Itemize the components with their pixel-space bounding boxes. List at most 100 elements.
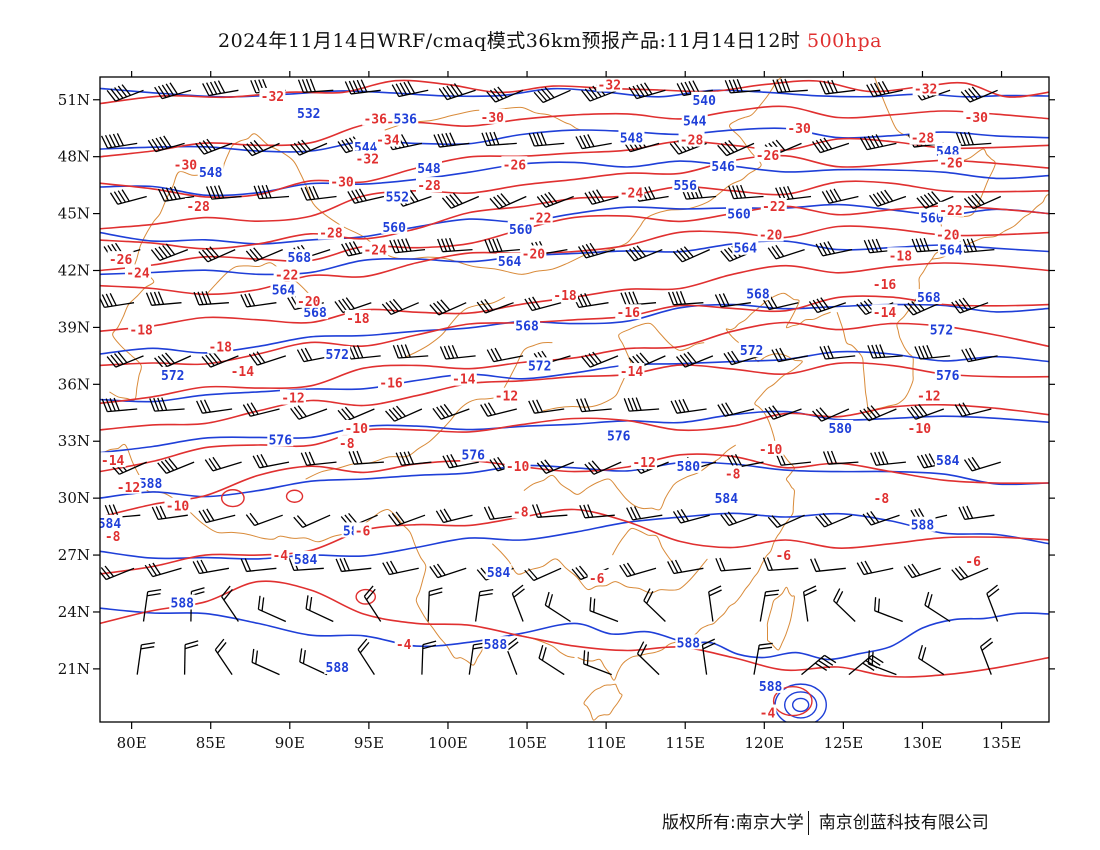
wind-barb-glyph (538, 645, 565, 676)
temperature-label-bg (279, 389, 306, 405)
wind-barb-glyph (524, 296, 562, 312)
temperature-contour-label: -16 (873, 278, 897, 293)
x-tick-label: 130E (903, 734, 943, 752)
temperature-contour-label: -10 (908, 422, 932, 437)
temperature-contour-label: -28 (680, 134, 704, 149)
height-contour-label: 532 (297, 107, 320, 122)
height-label-bg (302, 304, 329, 320)
height-label-bg (928, 321, 955, 337)
height-label-bg (757, 677, 784, 693)
temperature-contour-label: -32 (598, 79, 621, 94)
height-contour-label: 588 (677, 636, 701, 651)
wind-barb-glyph (767, 514, 805, 528)
height-label-bg (732, 239, 759, 255)
height-label-bg (381, 218, 408, 234)
wind-barb-layer (100, 78, 1002, 676)
wind-barb-glyph (149, 397, 185, 412)
temperature-label-bg (374, 131, 401, 147)
coastline-segment (384, 106, 581, 131)
temperature-contour-label: -28 (417, 179, 441, 194)
temperature-contour-label: -32 (914, 82, 937, 97)
temperature-contour-label: -12 (281, 392, 304, 407)
height-label-bg (267, 431, 294, 447)
temperature-contour-label: -26 (503, 158, 527, 173)
coastline-segment (109, 80, 778, 401)
low-pressure-ring (783, 691, 818, 719)
temperature-contour-label: -14 (101, 454, 125, 469)
wind-barb-glyph (859, 405, 897, 422)
wind-barb-glyph (439, 345, 476, 360)
wind-barb-glyph (150, 243, 189, 261)
height-label-bg (937, 241, 964, 257)
wind-barb-glyph (914, 345, 951, 360)
wind-barb-glyph (154, 82, 192, 100)
temperature-label-bg (520, 245, 547, 261)
temperature-label-bg (164, 497, 191, 513)
height-contour-label: 576 (936, 369, 960, 384)
temperature-contour-label: -12 (917, 390, 940, 405)
temperature-label-bg (963, 108, 990, 124)
height-label-bg (100, 514, 123, 530)
wind-barb-glyph (476, 298, 514, 314)
height-contour-576 (100, 350, 1049, 403)
wind-barb-glyph (819, 345, 856, 360)
wind-barb-glyph (205, 185, 242, 200)
temperature-label-bg (618, 184, 645, 200)
height-contour-label: 564 (498, 255, 522, 270)
wind-barb-glyph (484, 238, 520, 253)
wind-barb-glyph (625, 245, 663, 262)
wind-barb-glyph (201, 351, 239, 368)
temperature-label-bg (103, 528, 122, 544)
wind-barb-glyph (305, 595, 334, 623)
temperature-contour-label: -8 (513, 505, 529, 520)
wind-barb-glyph (290, 139, 328, 156)
plot-background (100, 77, 1049, 722)
wind-barb-glyph (441, 192, 480, 209)
temperature-label-bg (757, 440, 784, 456)
height-label-bg (292, 550, 319, 566)
temperature-label-bg (128, 321, 155, 337)
wind-barb-glyph (427, 587, 443, 622)
wind-barb-glyph (866, 81, 903, 98)
wind-barb-glyph (251, 648, 280, 676)
wind-barb-glyph (489, 193, 527, 210)
wind-barb-glyph (421, 640, 437, 675)
temperature-contour-label: -28 (319, 227, 343, 242)
wind-barb-glyph (623, 397, 660, 412)
temperature-label-bg (343, 419, 370, 435)
temperature-contour-label: -22 (762, 200, 785, 215)
temperature-contour-label: -30 (965, 111, 989, 126)
wind-barb-glyph (253, 184, 290, 200)
temperature-label-bg (362, 241, 389, 257)
wind-barb-glyph (192, 559, 230, 575)
temperature-contour-label: -18 (553, 289, 577, 304)
temperature-contour-label: -30 (330, 175, 354, 190)
wind-barb-glyph (528, 399, 565, 414)
height-contour-label: 560 (509, 223, 533, 238)
wind-barb-glyph (619, 562, 657, 578)
title-main: 2024年11月14日WRF/cmaq模式36km预报产品:11月14日12时 (218, 30, 801, 52)
wind-barb-glyph (810, 558, 846, 573)
coastline-segment (583, 683, 623, 721)
wind-barb-glyph (911, 237, 948, 253)
wind-barb-glyph (388, 511, 426, 527)
temperature-label-bg (378, 374, 405, 390)
height-contour-label: 576 (607, 430, 631, 445)
height-label-bg (915, 289, 942, 305)
wind-barb-glyph (819, 79, 856, 95)
height-contour-label: 584 (294, 553, 318, 568)
temperature-label-bg (912, 80, 939, 96)
height-label-bg (496, 253, 523, 269)
temperature-contour-10 (100, 403, 1049, 473)
coastline-segment (836, 312, 870, 415)
height-label-bg (934, 366, 961, 382)
height-contour-label: 568 (917, 291, 941, 306)
wind-barb-glyph (385, 405, 423, 422)
wind-barb-glyph (815, 512, 853, 528)
wind-barb-glyph (154, 352, 192, 369)
wind-barb-glyph (589, 597, 619, 623)
temperature-contour-4 (100, 580, 1049, 678)
temperature-contour-label: -24 (126, 266, 150, 281)
temperature-label-bg (596, 77, 623, 92)
